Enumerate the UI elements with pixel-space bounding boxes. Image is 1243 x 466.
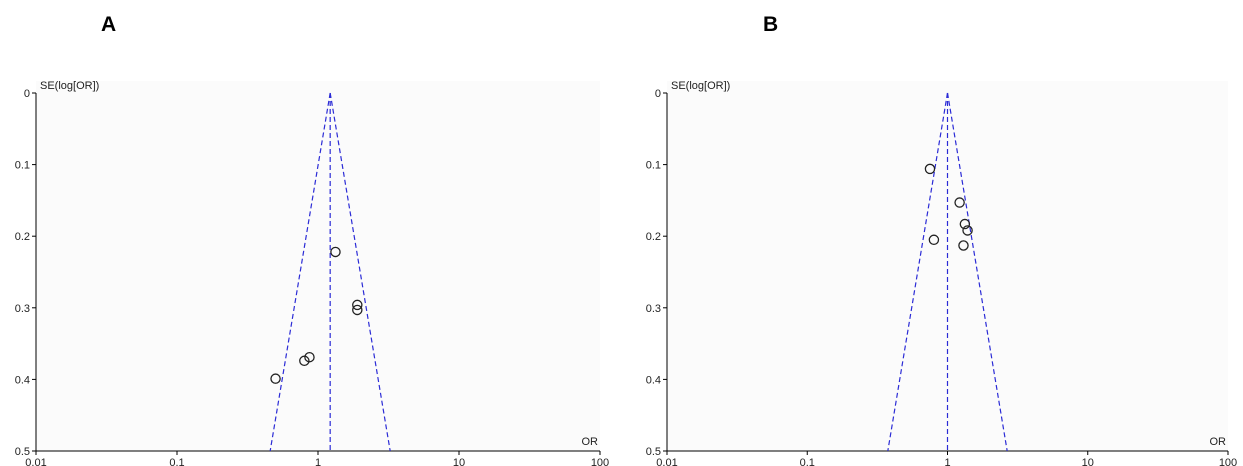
- study-point: [352, 304, 363, 316]
- study-point: [270, 373, 281, 384]
- x-tick-label: 0.01: [25, 457, 46, 466]
- x-tick-label: 0.1: [169, 457, 184, 466]
- y-tick-label: 0.5: [15, 446, 30, 458]
- study-point: [962, 225, 973, 236]
- study-point: [352, 299, 363, 311]
- y-tick-label: 0.2: [646, 231, 661, 243]
- y-tick-label: 0.1: [15, 160, 30, 172]
- plot-area: [36, 81, 600, 451]
- x-tick-label: 10: [453, 457, 465, 466]
- y-tick-label: 0.2: [15, 231, 30, 243]
- x-tick-label: 0.1: [800, 457, 815, 466]
- y-tick-label: 0.3: [646, 303, 661, 315]
- x-tick-label: 1: [315, 457, 321, 466]
- panel-label-b: B: [763, 13, 779, 36]
- x-tick-label: 10: [1082, 457, 1094, 466]
- x-axis-title: OR: [582, 436, 599, 448]
- study-point: [959, 218, 971, 230]
- y-tick-label: 0.5: [646, 446, 661, 458]
- study-point: [330, 246, 341, 258]
- y-tick-label: 0.3: [15, 303, 30, 315]
- y-tick-label: 0.1: [646, 160, 661, 172]
- x-tick-label: 0.01: [656, 457, 677, 466]
- y-tick-label: 0.4: [15, 374, 30, 386]
- y-tick-label: 0.4: [646, 374, 661, 386]
- study-point: [958, 240, 969, 251]
- x-tick-label: 1: [944, 457, 950, 466]
- panel-label-a: A: [101, 13, 117, 36]
- study-point: [924, 163, 936, 175]
- funnel-right-limit: [946, 92, 1008, 452]
- funnel-right-limit: [329, 92, 391, 452]
- y-tick-label: 0: [655, 88, 661, 100]
- x-axis-title: OR: [1210, 436, 1227, 448]
- y-axis-title: SE(log[OR]): [671, 80, 730, 92]
- x-tick-label: 100: [591, 457, 609, 466]
- funnel-left-limit: [887, 92, 949, 452]
- study-point: [928, 234, 940, 246]
- funnel-plot-a: 0 0.1 0.2 0.3 0.4 0.50.01 0.1 1 10 100 SE(log[OR])…: [15, 80, 609, 466]
- study-point: [299, 355, 310, 367]
- y-tick-label: 0: [24, 88, 30, 100]
- x-tick-label: 100: [1219, 457, 1237, 466]
- y-axis-title: SE(log[OR]): [40, 80, 99, 92]
- funnel-plot-b: 0 0.1 0.2 0.3 0.4 0.50.01 0.1 1 10 100 SE(log[OR])…: [646, 80, 1237, 466]
- study-point: [954, 197, 965, 208]
- funnel-left-limit: [269, 92, 331, 452]
